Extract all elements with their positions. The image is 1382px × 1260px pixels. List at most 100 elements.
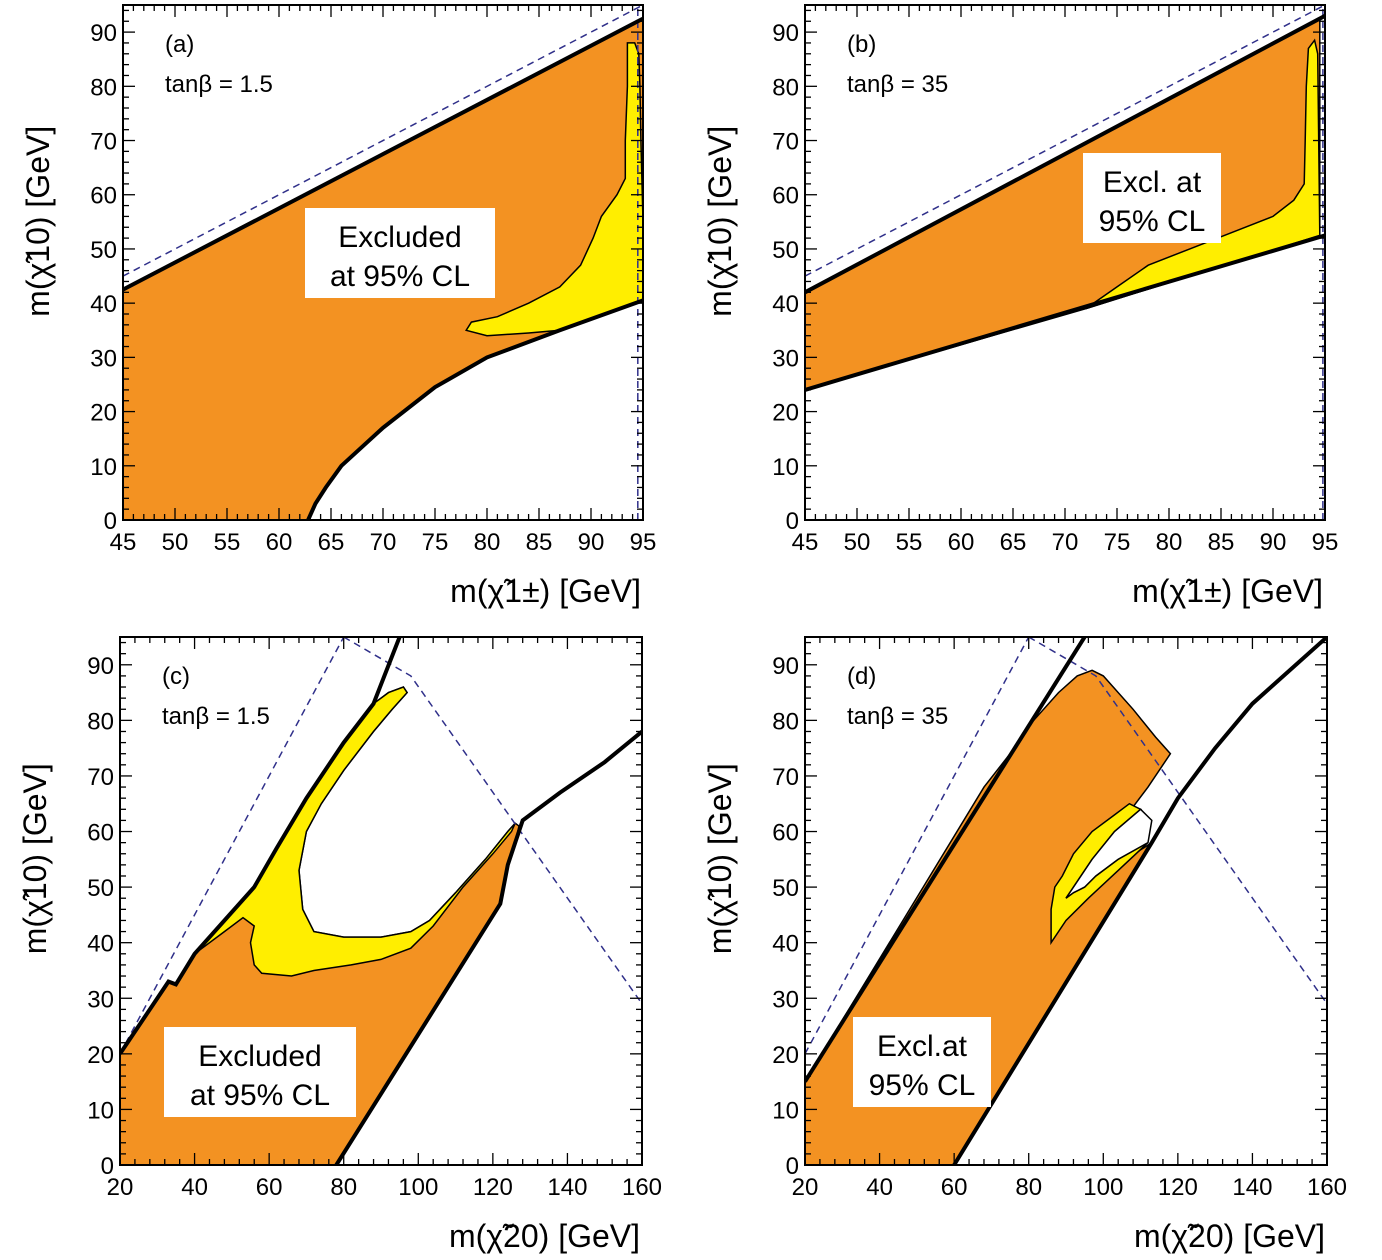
- x-tick-label-a: 70: [370, 529, 397, 556]
- x-tick-label-c: 40: [181, 1174, 208, 1201]
- x-tick-label-c: 140: [547, 1174, 587, 1201]
- panel-c: (c) tanβ = 1.5 Excluded at 95% CL m(χ̃20…: [17, 636, 662, 1254]
- y-tick-label-b: 70: [772, 129, 799, 156]
- tanbeta-label-d: tanβ = 35: [847, 703, 948, 730]
- x-tick-label-c: 20: [107, 1174, 134, 1201]
- y-tick-label-b: 0: [786, 508, 799, 535]
- annotation-line2-d: 95% CL: [869, 1069, 976, 1102]
- x-tick-label-b: 65: [1000, 529, 1027, 556]
- y-tick-label-c: 70: [87, 764, 114, 791]
- kinematic-limit-dashed-d-1: [1028, 637, 1327, 1005]
- extended-exclusion-region-c: [194, 686, 516, 977]
- x-axis-label-c: m(χ̃20) [GeV]: [449, 1218, 640, 1254]
- y-tick-label-c: 30: [87, 986, 114, 1013]
- x-tick-label-b: 55: [896, 529, 923, 556]
- x-tick-label-b: 50: [844, 529, 871, 556]
- panel-a: (a) tanβ = 1.5 Excluded at 95% CL m(χ̃1±…: [20, 4, 656, 609]
- annotation-box-c: [164, 1027, 356, 1117]
- plot-area-b: [805, 5, 1325, 520]
- y-tick-label-c: 10: [87, 1097, 114, 1124]
- y-axis-label-b: m(χ̃10) [GeV]: [702, 126, 738, 317]
- upper-boundary-a: [123, 16, 643, 292]
- lower-boundary-b: [805, 233, 1325, 392]
- panel-label-c: (c): [162, 663, 190, 690]
- panel-d: (d) tanβ = 35 Excl.at 95% CL m(χ̃20) [Ge…: [702, 636, 1347, 1254]
- y-tick-label-a: 90: [90, 20, 117, 47]
- kinematic-limit-dashed-c-1: [343, 637, 642, 1005]
- y-tick-label-a: 60: [90, 183, 117, 210]
- allowed-pocket-d: [1065, 808, 1153, 899]
- excluded-annotation-d: Excl.at 95% CL: [853, 1017, 991, 1107]
- y-tick-label-d: 80: [772, 708, 799, 735]
- x-tick-label-d: 140: [1232, 1174, 1272, 1201]
- y-tick-label-c: 20: [87, 1042, 114, 1069]
- ticks-a: 45 50 55 60 65 70 75 80 85 90 95 0 10 20 30 40 50 60 70 80 9…: [90, 5, 656, 556]
- y-tick-label-a: 50: [90, 237, 117, 264]
- x-tick-label-d: 100: [1083, 1174, 1123, 1201]
- lower-boundary-d: [952, 637, 1327, 1165]
- y-tick-label-a: 70: [90, 129, 117, 156]
- y-tick-label-b: 10: [772, 454, 799, 481]
- y-tick-label-a: 30: [90, 345, 117, 372]
- y-tick-label-d: 70: [772, 764, 799, 791]
- y-tick-label-b: 90: [772, 20, 799, 47]
- y-tick-label-c: 40: [87, 931, 114, 958]
- x-tick-label-a: 45: [110, 529, 137, 556]
- annotation-line1-b: Excl. at: [1103, 166, 1202, 199]
- x-tick-label-b: 80: [1156, 529, 1183, 556]
- y-tick-label-d: 10: [772, 1097, 799, 1124]
- y-tick-label-c: 60: [87, 820, 114, 847]
- panel-label-d: (d): [847, 663, 876, 690]
- frame-c: [119, 636, 643, 1166]
- kinematic-limit-dashed-d-0: [805, 637, 1030, 1055]
- tanbeta-label-c: tanβ = 1.5: [162, 703, 270, 730]
- x-tick-label-b: 85: [1208, 529, 1235, 556]
- x-tick-label-a: 55: [214, 529, 241, 556]
- annotation-box-d: [853, 1017, 991, 1107]
- x-tick-label-b: 95: [1312, 529, 1339, 556]
- frame-d: [804, 636, 1328, 1166]
- extended-exclusion-region-b: [1085, 38, 1321, 310]
- y-tick-label-c: 80: [87, 708, 114, 735]
- x-tick-label-d: 20: [792, 1174, 819, 1201]
- x-tick-label-d: 60: [941, 1174, 968, 1201]
- x-tick-label-c: 160: [622, 1174, 662, 1201]
- y-tick-label-b: 60: [772, 183, 799, 210]
- upper-boundary-c: [120, 637, 402, 1055]
- x-tick-label-b: 75: [1104, 529, 1131, 556]
- y-tick-label-b: 20: [772, 400, 799, 427]
- x-tick-label-b: 90: [1260, 529, 1287, 556]
- excluded-annotation-b: Excl. at 95% CL: [1083, 153, 1221, 243]
- ticks-d: 20 40 60 80 100 120 140 160 0 10 20 30 40 50 60 70 80 90: [772, 637, 1347, 1201]
- x-tick-label-a: 60: [266, 529, 293, 556]
- kinematic-limit-dashed-a-0: [123, 5, 643, 277]
- y-tick-label-d: 20: [772, 1042, 799, 1069]
- annotation-line1-a: Excluded: [338, 221, 461, 254]
- x-tick-label-a: 90: [578, 529, 605, 556]
- panel-b: (b) tanβ = 35 Excl. at 95% CL m(χ̃1±) [G…: [702, 4, 1339, 609]
- x-tick-label-a: 75: [422, 529, 449, 556]
- annotation-line2-b: 95% CL: [1099, 205, 1206, 238]
- y-tick-label-a: 20: [90, 400, 117, 427]
- x-tick-label-a: 80: [474, 529, 501, 556]
- y-tick-label-b: 80: [772, 74, 799, 101]
- y-tick-label-d: 0: [786, 1153, 799, 1180]
- annotation-line2-c: at 95% CL: [190, 1079, 330, 1112]
- annotation-line1-d: Excl.at: [877, 1030, 968, 1063]
- y-tick-label-a: 10: [90, 454, 117, 481]
- plot-content-b: [805, 5, 1325, 520]
- lower-boundary-a: [306, 298, 643, 520]
- annotation-box-b: [1083, 153, 1221, 243]
- x-tick-label-b: 45: [792, 529, 819, 556]
- annotation-box-a: [305, 208, 495, 298]
- x-axis-label-a: m(χ̃1±) [GeV]: [450, 573, 641, 609]
- y-tick-label-c: 0: [101, 1153, 114, 1180]
- y-tick-label-b: 40: [772, 291, 799, 318]
- x-tick-label-a: 85: [526, 529, 553, 556]
- upper-boundary-b: [805, 14, 1325, 295]
- y-axis-label-d: m(χ̃10) [GeV]: [702, 763, 738, 954]
- annotation-line2-a: at 95% CL: [330, 260, 470, 293]
- upper-boundary-d: [805, 637, 1087, 1083]
- y-axis-label-c: m(χ̃10) [GeV]: [17, 763, 53, 954]
